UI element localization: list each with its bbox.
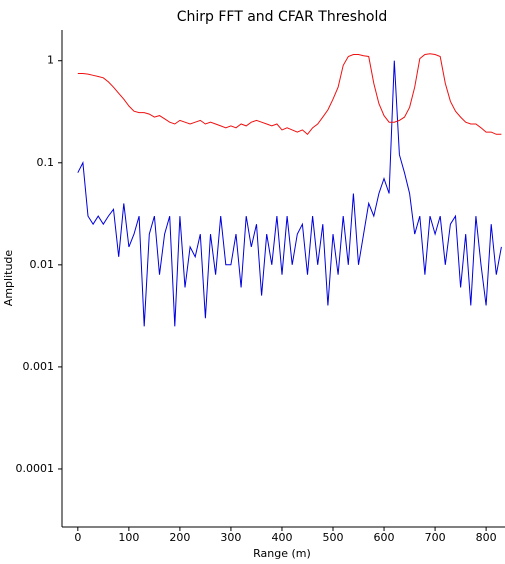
data-line — [77, 60, 502, 327]
y-tick-label: 1 — [47, 54, 54, 67]
chart-title: Chirp FFT and CFAR Threshold — [177, 9, 388, 25]
x-axis-label: Range (m) — [253, 547, 311, 560]
x-tick-label: 700 — [425, 531, 446, 544]
x-tick-label: 300 — [220, 531, 241, 544]
x-tick-label: 800 — [476, 531, 497, 544]
y-tick-label: 0.0001 — [16, 462, 55, 475]
y-axis-label: Amplitude — [2, 250, 15, 307]
data-line — [77, 53, 502, 136]
x-tick-label: 100 — [118, 531, 139, 544]
x-tick-label: 200 — [169, 531, 190, 544]
x-tick-label: 600 — [374, 531, 395, 544]
y-tick-label: 0.01 — [30, 258, 55, 271]
x-tick-label: 400 — [271, 531, 292, 544]
x-tick-label: 0 — [74, 531, 81, 544]
y-tick-label: 0.001 — [23, 360, 55, 373]
y-tick-label: 0.1 — [37, 156, 55, 169]
x-tick-label: 500 — [323, 531, 344, 544]
